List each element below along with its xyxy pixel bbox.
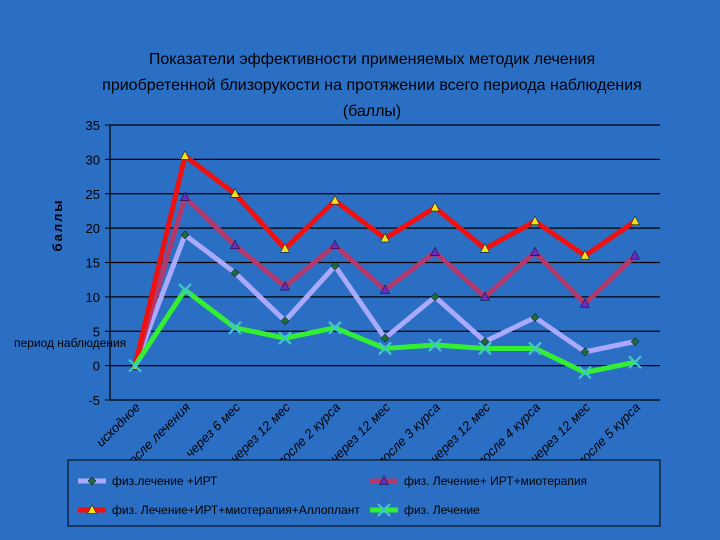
y-tick-label: 30 [86, 152, 100, 167]
data-point [428, 338, 442, 352]
data-point [380, 232, 390, 243]
gridlines [105, 124, 660, 401]
data-point [180, 230, 190, 240]
data-point [280, 316, 290, 326]
data-point [628, 355, 642, 369]
data-point [578, 365, 592, 380]
data-point [280, 243, 290, 253]
series-2 [130, 191, 640, 370]
data-point [328, 321, 342, 335]
data-point [480, 291, 490, 301]
series-lines [128, 150, 642, 380]
data-point [330, 239, 340, 250]
data-point [430, 201, 440, 212]
data-point [480, 243, 490, 253]
y-tick-label: 10 [86, 290, 100, 305]
y-tick-label: 15 [86, 256, 100, 271]
data-point [530, 246, 540, 256]
data-point [630, 337, 640, 346]
legend-marker [377, 503, 391, 517]
data-point [380, 333, 390, 343]
chart-title-line-2: приобретенной близорукости на протяжении… [102, 77, 642, 94]
data-point [230, 239, 240, 250]
x-category-label: исходное [93, 400, 143, 450]
y-axis-label: баллы [50, 199, 65, 252]
data-point [178, 283, 192, 297]
data-point [530, 215, 540, 225]
data-point [528, 341, 542, 356]
series-4 [128, 283, 642, 380]
data-point [580, 298, 590, 308]
data-point [230, 188, 240, 198]
chart-title: Показатели эффективности применяемых мет… [102, 51, 642, 120]
data-point [378, 341, 392, 356]
legend-marker [87, 476, 97, 486]
chart-title-line-3: (баллы) [343, 103, 402, 120]
data-point [330, 195, 340, 205]
data-point [630, 250, 640, 260]
data-point [480, 337, 490, 346]
data-point [330, 261, 340, 271]
data-point [380, 284, 390, 294]
y-tick-label: 20 [86, 221, 100, 236]
data-point [430, 292, 440, 302]
data-point [180, 191, 190, 201]
y-axis-ticks: -5 0 5 10 15 20 25 30 35 [86, 118, 100, 408]
legend-label: физ. Лечение+ ИРТ+миотерапия [404, 474, 587, 488]
data-point [128, 358, 142, 373]
period-annotation: период наблюдения [14, 336, 126, 350]
data-point [530, 313, 540, 322]
y-tick-label: 35 [86, 118, 100, 133]
legend: физ.лечение +ИРТ физ. Лечение+ ИРТ+миотер… [67, 459, 661, 527]
data-point [180, 150, 190, 160]
legend-label: физ.лечение +ИРТ [112, 474, 218, 488]
legend-label: физ. Лечение [404, 503, 480, 517]
data-point [280, 281, 290, 291]
legend-marker [379, 475, 389, 485]
legend-item-1: физ.лечение +ИРТ [78, 474, 218, 488]
data-point [630, 215, 640, 225]
y-tick-label: 0 [93, 359, 100, 374]
data-point [430, 246, 440, 256]
legend-box [67, 459, 661, 527]
y-tick-label: 5 [93, 324, 100, 339]
data-point [230, 268, 240, 278]
legend-marker [87, 504, 97, 514]
legend-item-2: физ. Лечение+ ИРТ+миотерапия [370, 474, 587, 488]
data-point [478, 341, 492, 356]
data-point [278, 331, 292, 345]
legend-item-4: физ. Лечение [370, 503, 480, 517]
data-point [580, 347, 590, 357]
data-point [228, 321, 242, 335]
y-tick-label: -5 [88, 393, 100, 408]
chart-title-line-1: Показатели эффективности применяемых мет… [149, 51, 595, 68]
data-point [580, 250, 590, 260]
legend-label: физ. Лечение+ИРТ+миотерапия+Аллоплант [112, 503, 360, 517]
legend-item-3: физ. Лечение+ИРТ+миотерапия+Аллоплант [78, 503, 360, 517]
y-tick-label: 25 [86, 187, 100, 202]
